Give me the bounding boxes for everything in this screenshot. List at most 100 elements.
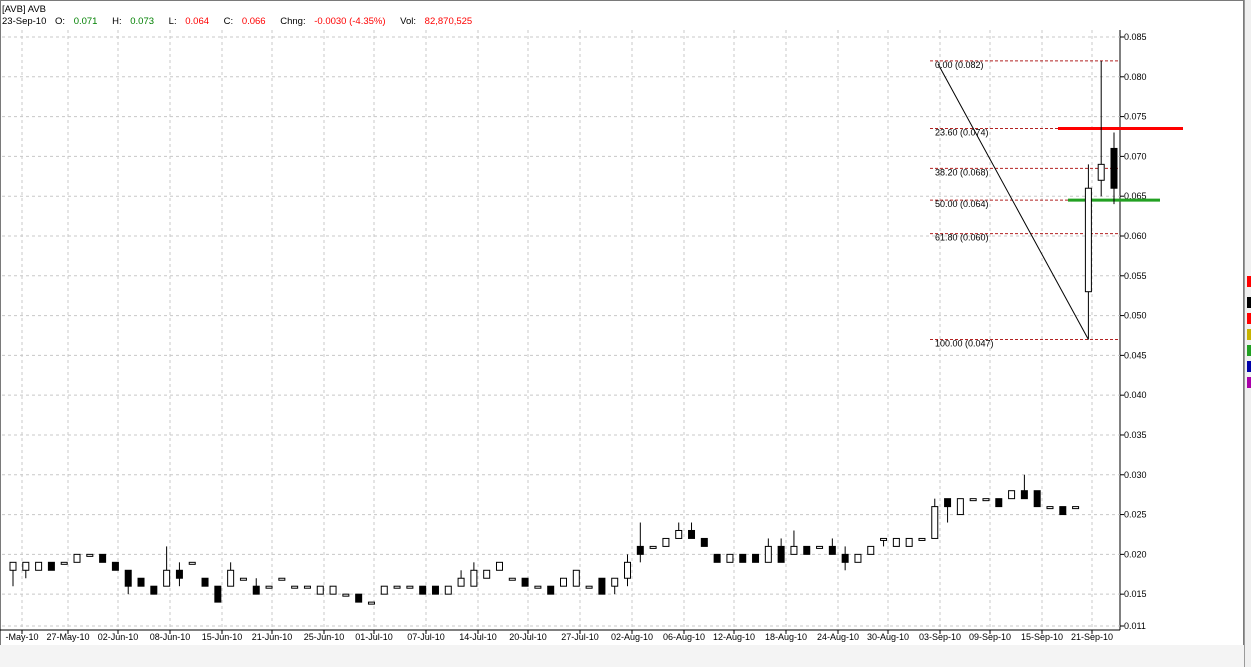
candle-body (35, 561, 43, 571)
candle-body (73, 553, 81, 563)
high-label: H: (112, 16, 122, 27)
swatch-green[interactable] (1247, 345, 1251, 356)
candle-body (86, 553, 94, 557)
candle-body (431, 585, 439, 595)
chart-border (0, 0, 1244, 646)
candle-body (611, 577, 619, 587)
low-label: L: (168, 16, 177, 27)
candle-body (816, 545, 824, 549)
candle-body (60, 561, 68, 565)
candle-body (265, 585, 273, 589)
candle-body (483, 569, 491, 579)
x-tick-label: 18-Aug-10 (765, 632, 807, 642)
candle-body (291, 585, 299, 589)
candle-body (905, 537, 913, 547)
y-tick-label: 0.045 (1124, 350, 1147, 360)
candle-body (175, 569, 183, 579)
x-tick-label: 02-Jun-10 (98, 632, 139, 642)
candle-body (163, 569, 171, 587)
candle-body (316, 585, 324, 595)
candle-body (1110, 147, 1118, 189)
y-tick-label: 0.080 (1124, 72, 1147, 82)
candle-body (508, 577, 516, 581)
change-value: -0.0030 (-4.35%) (314, 16, 386, 27)
date-label: 23-Sep-10 (2, 16, 47, 27)
candle-body (764, 545, 772, 563)
x-tick-label: 09-Sep-10 (969, 632, 1011, 642)
volume-value: 82,870,525 (424, 16, 473, 27)
candle-body (457, 577, 465, 587)
candle-body (406, 585, 414, 589)
candle-body (598, 577, 606, 595)
candle-body (944, 498, 952, 508)
candle-body (624, 561, 632, 579)
candle-body (188, 561, 196, 565)
x-tick-label: 02-Aug-10 (611, 632, 653, 642)
x-tick-label: 06-Aug-10 (663, 632, 705, 642)
candle-body (982, 498, 990, 502)
x-tick-label: 14-Jul-10 (459, 632, 497, 642)
candle-body (495, 561, 503, 571)
candle-body (1008, 490, 1016, 500)
swatch-black[interactable] (1247, 297, 1251, 308)
candle-body (239, 577, 247, 581)
swatch-red-2[interactable] (1247, 313, 1251, 324)
y-tick-label: 0.030 (1124, 470, 1147, 480)
candle-body (367, 601, 375, 605)
candle-body (342, 593, 350, 597)
candle-body (393, 585, 401, 589)
symbol-title: [AVB] AVB (2, 4, 52, 16)
candle-body (1033, 490, 1041, 508)
x-tick-label: 20-Jul-10 (509, 632, 547, 642)
low-value: 0.064 (185, 16, 210, 27)
candle-body (444, 585, 452, 595)
candle-body (867, 545, 875, 555)
swatch-blue[interactable] (1247, 361, 1251, 372)
candle-body (1072, 506, 1080, 510)
candle-body (739, 553, 747, 563)
open-label: O: (55, 16, 66, 27)
x-tick-label: 03-Sep-10 (919, 632, 961, 642)
x-tick-label: 21-Jun-10 (252, 632, 293, 642)
candle-body (560, 577, 567, 587)
candle-body (150, 585, 158, 595)
candle-body (99, 553, 107, 563)
candle-body (841, 553, 849, 563)
swatch-purple[interactable] (1247, 377, 1251, 388)
candle-body (931, 506, 939, 539)
x-tick-label: 12-Aug-10 (713, 632, 755, 642)
candle-body (1020, 490, 1028, 500)
candle-body (9, 561, 17, 571)
candle-body (1084, 187, 1092, 293)
y-tick-label: 0.015 (1124, 589, 1147, 599)
x-tick-label: 15-Jun-10 (202, 632, 243, 642)
candle-body (470, 569, 478, 587)
candle-body (688, 529, 696, 539)
candle-body (137, 577, 145, 587)
ohlc-info-bar: 23-Sep-10 O: 0.071 H: 0.073 L: 0.064 C: … (2, 16, 484, 28)
candle-body (278, 577, 286, 581)
candle-body (662, 537, 670, 547)
x-tick-label: 27-Jul-10 (561, 632, 599, 642)
candle-body (355, 593, 363, 603)
x-tick-label: 25-Jun-10 (304, 632, 345, 642)
candle-body (585, 585, 593, 589)
swatch-yellow[interactable] (1247, 329, 1251, 340)
candle-body (880, 537, 888, 541)
candle-body (828, 545, 836, 555)
symbol-label: [AVB] AVB (2, 4, 47, 15)
y-tick-label: 0.085 (1124, 32, 1147, 42)
candle-body (918, 537, 926, 541)
candle-body (675, 529, 683, 539)
candle-body (521, 577, 529, 587)
x-tick-label: 24-Aug-10 (817, 632, 859, 642)
candle-body (201, 577, 209, 587)
x-tick-label: 27-May-10 (46, 632, 89, 642)
candle-body (534, 585, 542, 589)
candle-body (636, 545, 644, 555)
candle-body (803, 545, 811, 555)
candle-body (969, 498, 977, 502)
swatch-red[interactable] (1247, 276, 1251, 287)
